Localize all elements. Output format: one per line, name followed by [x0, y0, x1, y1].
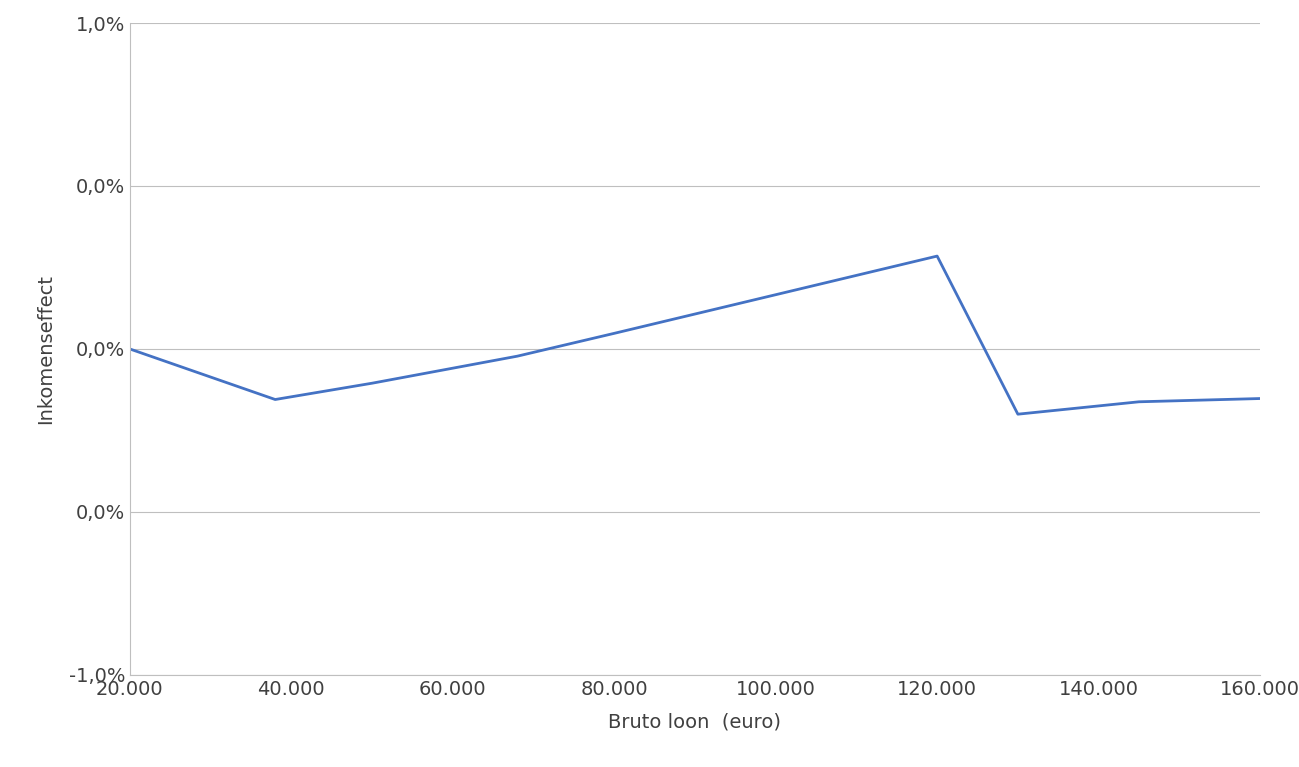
- X-axis label: Bruto loon  (euro): Bruto loon (euro): [608, 713, 782, 732]
- Y-axis label: Inkomenseffect: Inkomenseffect: [35, 274, 55, 424]
